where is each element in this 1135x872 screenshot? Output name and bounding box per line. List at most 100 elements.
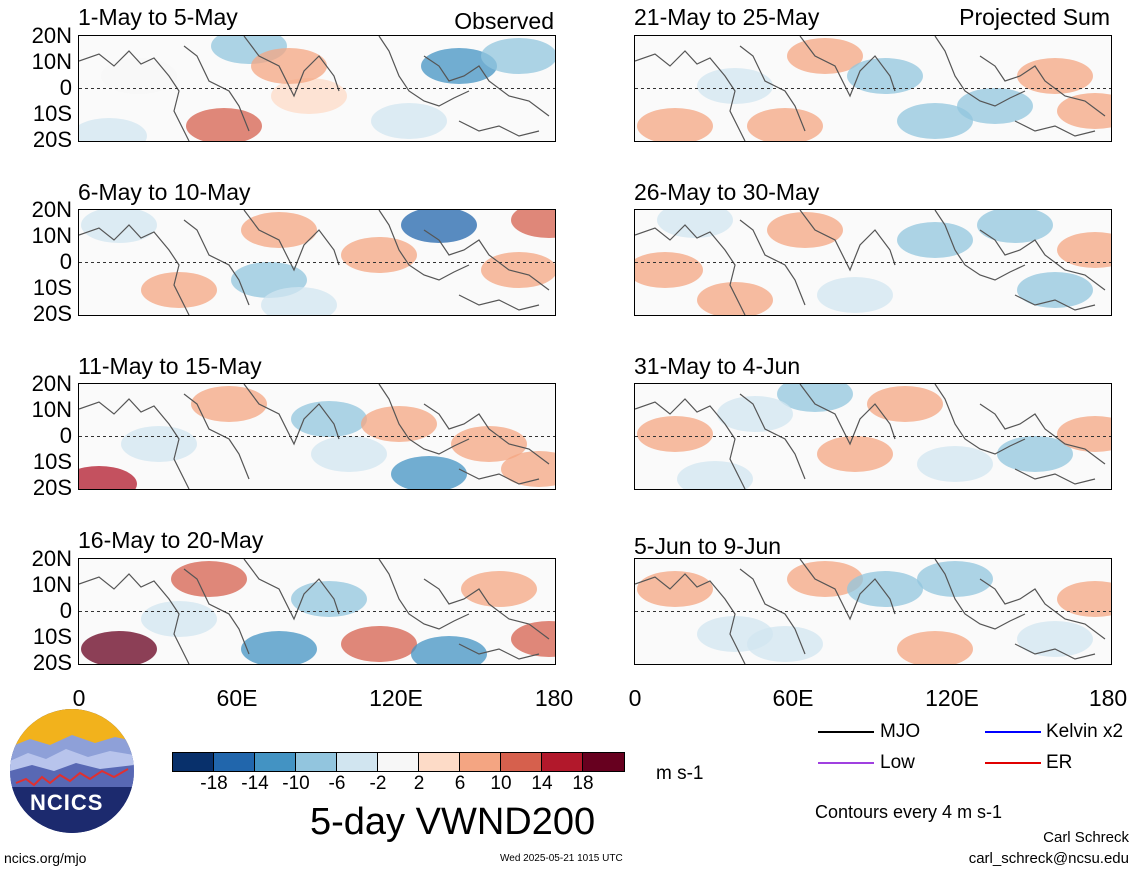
anomaly-shading [697, 282, 773, 315]
anomaly-shading [241, 631, 317, 664]
legend-line-mjo [818, 731, 874, 733]
anomaly-shading [697, 68, 773, 104]
anomaly-shading [747, 108, 823, 141]
anomaly-shading [847, 58, 923, 94]
colorbar-tick: -2 [369, 773, 387, 794]
anomaly-shading [241, 212, 317, 248]
colorbar-cell [460, 753, 501, 771]
anomaly-shading [977, 210, 1053, 243]
anomaly-shading [787, 561, 863, 597]
anomaly-shading [897, 222, 973, 258]
anomaly-shading [421, 48, 497, 84]
panel-title: 26-May to 30-May [634, 179, 820, 205]
colorbar-cell [255, 753, 296, 771]
legend-label: Kelvin x2 [1046, 721, 1124, 742]
lon-label: 60E [216, 685, 258, 711]
legend-line-er [985, 762, 1041, 764]
map-panel [634, 35, 1112, 142]
colorbar-tick: 14 [531, 773, 553, 794]
lat-label: 10N [31, 49, 72, 74]
colorbar-cell [173, 753, 214, 771]
anomaly-map [635, 384, 1111, 489]
anomaly-shading [787, 38, 863, 74]
lat-label: 10N [31, 397, 72, 422]
panel-title: 21-May to 25-May [634, 4, 820, 30]
anomaly-shading [747, 626, 823, 662]
legend-label: MJO [880, 721, 921, 742]
anomaly-shading [171, 561, 247, 597]
panel-tag-observed: Observed [454, 8, 554, 34]
anomaly-map [79, 559, 555, 664]
colorbar-tick: 2 [413, 773, 425, 794]
anomaly-shading [121, 426, 197, 462]
colorbar-cell [296, 753, 337, 771]
lat-label: 20S [32, 475, 72, 500]
panel-title: 11-May to 15-May [78, 353, 262, 379]
anomaly-shading [657, 210, 733, 238]
figure-title: 5-day VWND200 [310, 801, 596, 843]
anomaly-shading [371, 103, 447, 139]
coastline [79, 210, 550, 315]
lat-label: 20N [31, 197, 72, 222]
anomaly-shading [481, 38, 555, 74]
colorbar-cell [583, 753, 624, 771]
panel-title: 16-May to 20-May [78, 527, 264, 553]
lon-label: 0 [628, 685, 642, 711]
lat-label: 0 [59, 249, 72, 274]
lat-label: 20S [32, 650, 72, 675]
anomaly-shading [847, 571, 923, 607]
lat-label: 0 [59, 598, 72, 623]
anomaly-shading [261, 287, 337, 315]
anomaly-shading [1017, 272, 1093, 308]
anomaly-shading [191, 386, 267, 422]
anomaly-shading [1057, 581, 1111, 617]
logo-text: NCICS [30, 790, 104, 815]
lon-label: 120E [369, 685, 423, 711]
legend-line-low [818, 762, 874, 764]
lat-label: 20S [32, 301, 72, 326]
lat-label: 10S [32, 275, 72, 300]
anomaly-shading [411, 636, 487, 664]
map-panel [634, 209, 1112, 316]
credit-email[interactable]: carl_schreck@ncsu.edu [968, 850, 1129, 867]
map-panel [634, 383, 1112, 490]
lat-label: 0 [59, 75, 72, 100]
lat-label: 20S [32, 127, 72, 152]
anomaly-shading [391, 456, 467, 489]
anomaly-shading [81, 210, 157, 243]
anomaly-shading [917, 446, 993, 482]
anomaly-shading [501, 451, 555, 487]
anomaly-map [79, 210, 555, 315]
anomaly-shading [79, 118, 147, 141]
lon-label: 60E [772, 685, 814, 711]
coastline [79, 559, 550, 664]
coastline [79, 36, 550, 141]
footer-url[interactable]: ncics.org/mjo [4, 850, 87, 866]
anomaly-map [635, 210, 1111, 315]
anomaly-shading [1057, 93, 1111, 129]
panel-title: 1-May to 5-May [78, 4, 238, 30]
colorbar-tick: -14 [241, 773, 269, 794]
anomaly-shading [637, 108, 713, 141]
anomaly-shading [917, 561, 993, 597]
colorbar-tick: 10 [490, 773, 512, 794]
lat-label: 20N [31, 371, 72, 396]
colorbar-units: m s-1 [656, 763, 704, 784]
anomaly-shading [1017, 621, 1093, 657]
anomaly-shading [311, 436, 387, 472]
anomaly-shading [186, 108, 262, 141]
anomaly-shading [481, 252, 555, 288]
coastline [635, 210, 1106, 315]
anomaly-shading [817, 436, 893, 472]
anomaly-map [79, 384, 555, 489]
contours-note: Contours every 4 m s-1 [815, 802, 1003, 822]
anomaly-shading [511, 621, 555, 657]
colorbar-tick: 18 [572, 773, 594, 794]
lon-label: 180 [1088, 685, 1128, 711]
colorbar-cell [214, 753, 255, 771]
anomaly-shading [141, 272, 217, 308]
anomaly-map [635, 559, 1111, 664]
anomaly-shading [291, 581, 367, 617]
anomaly-shading [997, 436, 1073, 472]
lon-label: 120E [925, 685, 979, 711]
